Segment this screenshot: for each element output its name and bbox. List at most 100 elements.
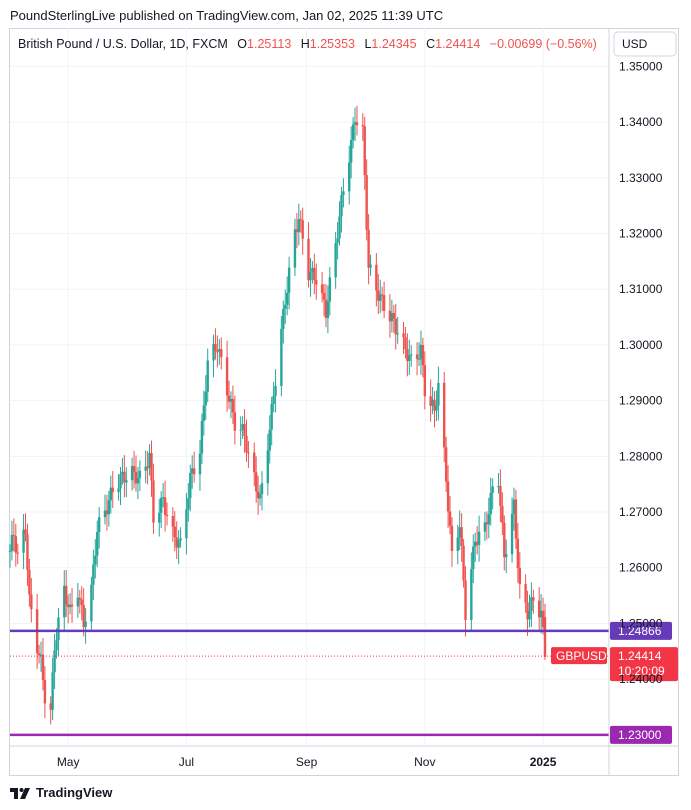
candle-body [483, 522, 487, 532]
candle-body [280, 328, 283, 386]
candle-body [78, 597, 81, 600]
candle-body [26, 534, 29, 570]
candle [363, 116, 366, 190]
candle-body [322, 292, 326, 300]
candle [41, 637, 45, 691]
candle [417, 342, 421, 367]
candle-body [171, 516, 175, 527]
candle-body [30, 594, 33, 610]
candle [55, 628, 58, 659]
y-tick-label: 1.33000 [619, 171, 663, 185]
candle-body [177, 540, 180, 548]
candle [216, 335, 219, 368]
candle [342, 178, 345, 208]
candle-body [324, 299, 328, 318]
candle [212, 334, 215, 378]
candle-body [363, 126, 366, 176]
candle-body [103, 510, 107, 518]
candles [8, 105, 547, 725]
candle-body [394, 318, 397, 335]
candle [146, 451, 149, 485]
currency-label: USD [622, 37, 648, 51]
candle [63, 570, 66, 631]
candle [280, 315, 283, 397]
candle-body [388, 310, 392, 322]
candle-body [460, 527, 463, 546]
candle [76, 582, 80, 618]
candle-body [355, 122, 359, 126]
candle [497, 472, 500, 494]
countdown-label: 10:20:09 [618, 664, 665, 678]
candle [270, 396, 273, 446]
candle [185, 493, 188, 555]
candle-body [510, 513, 514, 555]
candle [472, 534, 475, 584]
candle-body [433, 399, 436, 411]
candle [148, 444, 151, 476]
candle [315, 263, 318, 300]
x-tick-label: 2025 [530, 755, 557, 769]
candle [22, 514, 25, 570]
candle-body [16, 552, 19, 554]
candle [206, 348, 209, 403]
candle [311, 261, 314, 284]
candle-body [287, 267, 291, 293]
ohlc-h-label: H [301, 37, 310, 51]
candle [266, 433, 270, 496]
candle [423, 351, 427, 410]
candle-body [503, 522, 506, 558]
candle-body [65, 585, 68, 605]
candle [68, 593, 72, 615]
candle-body [119, 474, 122, 489]
ohlc-l-label: L [364, 37, 371, 51]
candle-body [444, 447, 448, 482]
candle-body [84, 621, 87, 628]
candle [28, 558, 31, 607]
candle-body [417, 358, 421, 360]
candle [111, 471, 114, 509]
candle-body [134, 471, 138, 484]
candle [460, 513, 463, 562]
candle-body [539, 610, 543, 618]
candle [503, 515, 506, 571]
candle-body [518, 567, 522, 585]
candle [524, 574, 527, 613]
candle-body [537, 600, 541, 618]
candle-body [367, 229, 370, 268]
candle [295, 213, 299, 248]
candle-body [293, 229, 297, 268]
candle-body [349, 140, 353, 163]
candle [353, 107, 357, 142]
candle [349, 126, 353, 179]
candle-body [485, 522, 489, 525]
candle-body [326, 301, 330, 318]
candle [187, 482, 190, 522]
candle-body [532, 597, 535, 601]
candle [491, 478, 494, 510]
currency-button[interactable]: USD [613, 31, 677, 57]
candle [105, 494, 109, 531]
candle [483, 512, 487, 542]
candle [301, 207, 304, 255]
candle-body [431, 399, 434, 406]
candle-body [474, 541, 477, 547]
candle-body [8, 551, 12, 553]
candle-body [165, 514, 169, 517]
candle [138, 460, 142, 492]
candle [65, 569, 68, 617]
candle [84, 608, 87, 644]
candle [200, 413, 204, 465]
candle [51, 657, 54, 721]
candle-body [472, 546, 475, 570]
candle-body [477, 531, 481, 545]
candle [121, 457, 124, 485]
candle-body [365, 175, 368, 230]
candle-body [41, 654, 45, 680]
candle-body [379, 294, 382, 301]
candle-body [220, 349, 223, 358]
candle-body [161, 497, 165, 499]
candle-body [96, 532, 99, 556]
candle-body [353, 122, 357, 125]
candle-body [68, 604, 72, 608]
